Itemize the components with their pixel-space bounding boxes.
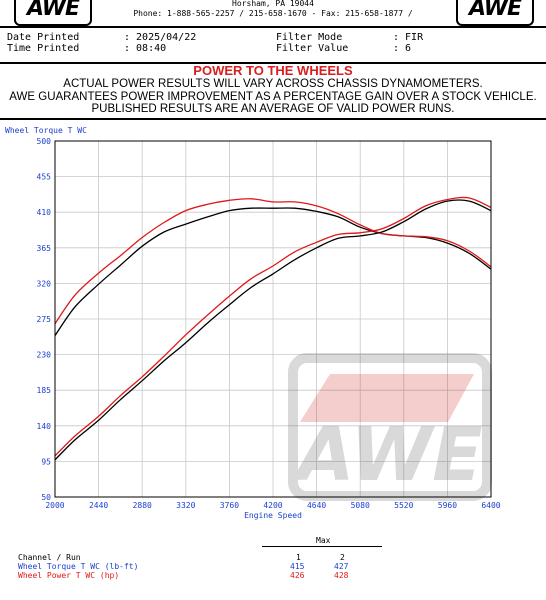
watermark-stripe	[300, 374, 474, 422]
date-value: : 2025/04/22	[124, 32, 197, 43]
filter-mode-value: : FIR	[393, 32, 424, 43]
y-tick-labels: 50 95 140 185 230 275 320 365 410 455 500	[37, 137, 52, 502]
x-tick-labels: 2000 2440 2880 3320 3760 4200 4640 5080 5520 5960…	[45, 501, 500, 510]
disclaimer-banner: POWER TO THE WHEELS ACTUAL POWER RESULTS…	[0, 62, 546, 120]
power-run-1-max: 426	[290, 571, 305, 580]
header: AWE Horsham, PA 19044 Phone: 1-888-565-2…	[0, 0, 546, 26]
power-row-label: Wheel Power T WC (hp)	[18, 571, 120, 580]
summary-divider	[262, 546, 382, 547]
x-tick-label: 5520	[394, 501, 413, 510]
y-tick-label: 275	[37, 315, 52, 324]
summary-col-header: Max	[316, 536, 331, 545]
x-tick-label: 3760	[220, 501, 239, 510]
y-tick-label: 320	[37, 279, 52, 288]
torque-row-label: Wheel Torque T WC (lb-ft)	[18, 562, 139, 571]
torque-run-1-max: 415	[290, 562, 305, 571]
y-tick-label: 410	[37, 208, 52, 217]
y-tick-label: 95	[41, 457, 51, 466]
y-tick-label: 365	[37, 244, 52, 253]
y-tick-label: 185	[37, 386, 52, 395]
x-tick-label: 2000	[45, 501, 64, 510]
time-value: : 08:40	[124, 43, 167, 54]
time-label: Time Printed	[7, 43, 80, 54]
plot-border	[54, 140, 492, 498]
max-summary: Max Channel / Run 1 2 Wheel Torque T WC …	[0, 535, 546, 595]
x-tick-label: 4200	[263, 501, 282, 510]
power-run-2-max: 428	[334, 571, 349, 580]
summary-run-1-header: 1	[296, 553, 301, 562]
x-tick-label: 5080	[351, 501, 370, 510]
x-tick-label: 2440	[89, 501, 108, 510]
filter-value-value: : 6	[393, 43, 412, 54]
x-tick-label: 3320	[176, 501, 195, 510]
filter-mode-label: Filter Mode	[276, 32, 343, 43]
torque-run-2-line	[54, 198, 492, 325]
power-run-2-line	[54, 196, 492, 457]
torque-run-2-max: 427	[334, 562, 349, 571]
power-run-1-line	[54, 199, 492, 461]
logo-text: AWE	[26, 0, 80, 21]
y-tick-label: 50	[41, 493, 51, 502]
y-axis-title: Wheel Torque T WC	[5, 126, 87, 135]
y-tick-label: 455	[37, 173, 52, 182]
awe-logo-left: AWE	[14, 0, 92, 26]
series-group	[54, 196, 492, 461]
dyno-chart: Wheel Torque T WC AWE 2000 2440 2880 3320 37…	[5, 126, 501, 520]
banner-line-2: AWE GUARANTEES POWER IMPROVEMENT AS A PE…	[9, 90, 537, 103]
shop-phone: Phone: 1-888-565-2257 / 215-658-1670 - F…	[133, 9, 413, 18]
watermark-text: AWE	[292, 412, 482, 498]
date-label: Date Printed	[7, 32, 80, 43]
x-tick-label: 5960	[438, 501, 457, 510]
x-tick-label: 4640	[307, 501, 326, 510]
y-tick-label: 140	[37, 422, 52, 431]
awe-watermark: AWE	[288, 353, 492, 501]
x-tick-label: 6400	[481, 501, 500, 510]
x-axis-title: Engine Speed	[244, 511, 302, 520]
filter-value-label: Filter Value	[276, 43, 349, 54]
watermark-frame	[288, 353, 492, 501]
y-tick-label: 500	[37, 137, 52, 146]
logo-text: AWE	[468, 0, 522, 21]
banner-line-1: ACTUAL POWER RESULTS WILL VARY ACROSS CH…	[63, 78, 483, 90]
banner-line-3: PUBLISHED RESULTS ARE AN AVERAGE OF VALI…	[91, 103, 455, 115]
x-tick-label: 2880	[133, 501, 152, 510]
awe-logo-right: AWE	[456, 0, 534, 26]
y-tick-label: 230	[37, 351, 52, 360]
summary-run-2-header: 2	[340, 553, 345, 562]
banner-title: POWER TO THE WHEELS	[193, 63, 353, 78]
shop-address: Horsham, PA 19044	[232, 0, 314, 8]
print-info: Date Printed : 2025/04/22 Time Printed :…	[0, 26, 546, 64]
summary-row-header: Channel / Run	[18, 553, 81, 562]
